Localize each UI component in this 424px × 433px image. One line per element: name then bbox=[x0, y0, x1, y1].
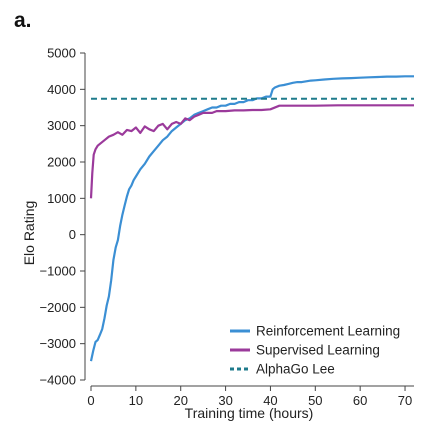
y-tick-label: −3000 bbox=[39, 336, 76, 351]
x-tick-label: 0 bbox=[87, 393, 94, 408]
x-tick-label: 50 bbox=[308, 393, 322, 408]
series-group bbox=[89, 75, 414, 362]
x-tick-label: 60 bbox=[353, 393, 367, 408]
y-tick-label: 3000 bbox=[47, 118, 76, 133]
y-tick-label: 2000 bbox=[47, 155, 76, 170]
x-tick-label: 30 bbox=[218, 393, 232, 408]
panel-label: a. bbox=[14, 9, 32, 32]
legend: Reinforcement Learning Supervised Learnin… bbox=[230, 324, 400, 377]
x-tick-label: 10 bbox=[129, 393, 143, 408]
legend-label: Supervised Learning bbox=[256, 343, 380, 358]
y-tick-label: 0 bbox=[69, 227, 76, 242]
legend-label: Reinforcement Learning bbox=[256, 324, 400, 339]
y-tick-label: 1000 bbox=[47, 191, 76, 206]
x-axis-label: Training time (hours) bbox=[185, 405, 314, 421]
y-tick-label: −1000 bbox=[39, 264, 76, 279]
series-line-supervised-learning bbox=[89, 104, 414, 199]
series-line-reinforcement-learning bbox=[89, 75, 414, 362]
y-tick-label: −2000 bbox=[39, 300, 76, 315]
y-tick-label: 4000 bbox=[47, 82, 76, 97]
y-tick-label: 5000 bbox=[47, 46, 76, 61]
legend-label: AlphaGo Lee bbox=[256, 362, 335, 377]
axes: −4000−3000−2000−100001000200030004000500… bbox=[39, 46, 414, 408]
x-tick-label: 40 bbox=[263, 393, 277, 408]
y-axis-label: Elo Rating bbox=[21, 201, 37, 266]
x-tick-label: 20 bbox=[173, 393, 187, 408]
x-tick-label: 70 bbox=[398, 393, 412, 408]
y-tick-label: −4000 bbox=[39, 373, 76, 388]
